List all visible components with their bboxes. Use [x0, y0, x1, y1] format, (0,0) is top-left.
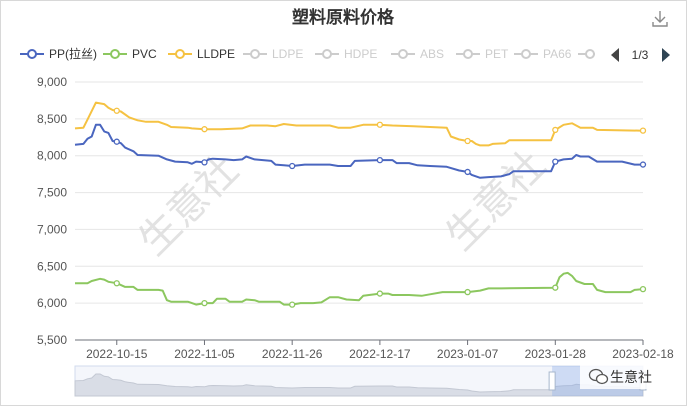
chart-title: 塑料原料价格: [292, 7, 395, 28]
data-point: [464, 288, 471, 296]
legend-marker: [250, 49, 260, 59]
data-point: [113, 280, 120, 287]
y-tick-label: 6,500: [37, 259, 67, 273]
series-PP(拉丝): [74, 123, 647, 179]
series-line: [75, 271, 644, 306]
brand-badge: 生意社: [580, 363, 672, 389]
data-point: [201, 299, 208, 307]
data-point: [552, 284, 559, 291]
y-tick-label: 8,500: [37, 112, 67, 126]
legend-marker: [175, 49, 185, 59]
legend-item[interactable]: PP(拉丝): [20, 46, 97, 61]
plot-area: 9,000 8,500 8,000 7,500 7,000 6,500 6,000 5,500…: [37, 75, 674, 361]
data-point: [464, 137, 471, 145]
legend-marker: [521, 49, 531, 59]
series-PVC: [75, 271, 647, 308]
legend-label: LLDPE: [197, 47, 235, 61]
data-point: [289, 162, 296, 170]
x-tick-label: 2022-12-17: [349, 347, 411, 361]
legend-marker: [322, 49, 332, 59]
legend-marker: [585, 49, 595, 59]
legend-label: PP(拉丝): [49, 46, 97, 61]
data-point: [201, 159, 208, 166]
y-tick-label: 7,500: [37, 186, 67, 200]
data-point: [113, 138, 120, 145]
x-tick-label: 2023-02-18: [612, 347, 674, 361]
y-tick-label: 9,000: [37, 75, 67, 89]
data-point: [201, 126, 208, 133]
legend-item[interactable]: PET: [456, 47, 509, 61]
watermark: 生意社: [130, 147, 247, 264]
legend-item[interactable]: LDPE: [243, 47, 303, 61]
legend-page-indicator: 1/3: [632, 48, 649, 62]
legend-label: LDPE: [272, 47, 303, 61]
wechat-icon: [588, 368, 609, 385]
legend-clip: [595, 40, 665, 68]
series-line: [74, 101, 644, 147]
x-tick-label: 2022-10-15: [86, 347, 148, 361]
data-point: [289, 301, 296, 308]
zoom-handle-left[interactable]: [548, 371, 556, 391]
legend-marker: [463, 49, 473, 59]
legend-label: PA66: [543, 47, 572, 61]
data-point: [464, 168, 471, 176]
legend-label: ABS: [420, 47, 444, 61]
x-tick-label: 2022-11-26: [262, 347, 323, 361]
legend-item[interactable]: LLDPE: [168, 47, 235, 61]
legend-label: PET: [485, 47, 509, 61]
legend-marker: [398, 49, 408, 59]
y-tick-label: 7,000: [37, 222, 67, 236]
series-LLDPE: [74, 101, 647, 147]
y-tick-label: 8,000: [37, 149, 67, 163]
wechat-bubble: [595, 373, 609, 385]
legend-item[interactable]: PVC: [103, 47, 157, 61]
legend-prev-icon[interactable]: [611, 48, 619, 62]
legend-label: PVC: [132, 47, 157, 61]
legend-item[interactable]: PA66: [514, 47, 572, 61]
download-icon[interactable]: [649, 7, 671, 29]
zoom-slider[interactable]: [74, 365, 647, 397]
legend-label: HDPE: [344, 47, 377, 61]
legend-item[interactable]: HDPE: [315, 47, 377, 61]
watermark: 生意社: [437, 142, 554, 259]
data-point: [552, 158, 559, 165]
y-tick-label: 5,500: [37, 333, 67, 347]
data-point: [376, 121, 384, 128]
legend-marker: [110, 49, 120, 59]
legend-item[interactable]: ABS: [391, 47, 444, 61]
data-point: [639, 285, 647, 293]
data-point: [376, 156, 384, 164]
brand-bg: [580, 363, 672, 389]
x-tick-label: 2023-01-07: [437, 347, 499, 361]
data-point: [552, 126, 559, 134]
legend-marker: [27, 49, 37, 59]
brand-label: 生意社: [610, 369, 652, 386]
legend-next-icon[interactable]: [662, 48, 670, 62]
data-point: [639, 161, 647, 168]
data-point: [639, 127, 647, 134]
y-tick-label: 6,000: [37, 296, 67, 310]
legend: PP(拉丝)PVCLLDPELDPEHDPEABSPETPA66C1/3: [20, 40, 670, 68]
data-point: [113, 107, 120, 114]
data-point: [376, 290, 384, 297]
series-line: [74, 123, 643, 179]
x-tick-label: 2023-01-28: [525, 347, 587, 361]
x-tick-label: 2022-11-05: [174, 347, 235, 361]
